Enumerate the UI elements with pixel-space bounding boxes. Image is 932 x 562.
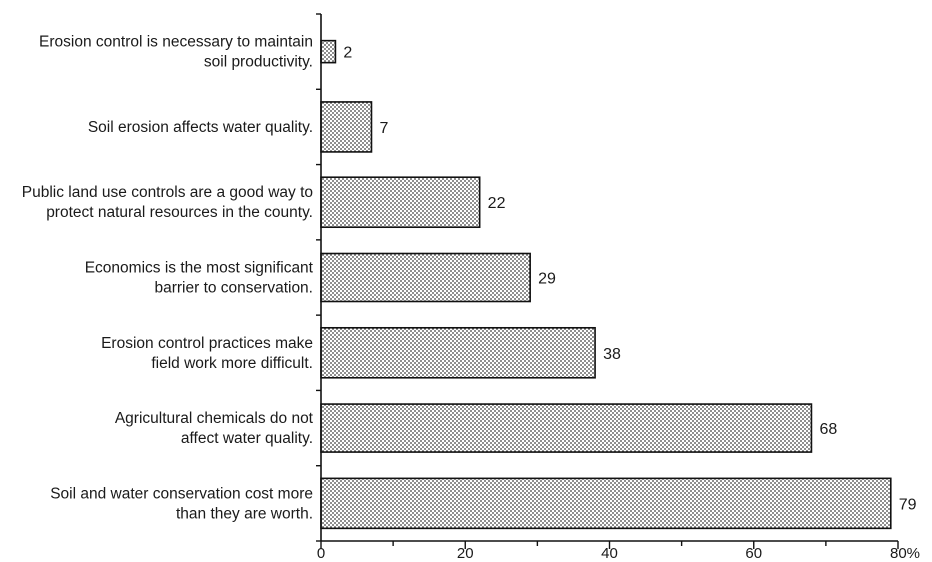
bar bbox=[320, 326, 596, 379]
x-tick-label: 80% bbox=[890, 545, 920, 562]
category-label: Soil erosion affects water quality. bbox=[88, 119, 313, 136]
x-tick-label: 60 bbox=[745, 545, 762, 562]
category-label-line: barrier to conservation. bbox=[154, 280, 313, 297]
bar-value-label: 29 bbox=[538, 271, 556, 288]
category-label-line: Economics is the most significant bbox=[85, 260, 314, 277]
category-label-line: affect water quality. bbox=[181, 430, 313, 447]
category-label: Agricultural chemicals do not affect wate… bbox=[115, 410, 314, 447]
bar bbox=[320, 403, 813, 453]
category-label: Soil and water conservation cost more tha… bbox=[50, 485, 313, 522]
category-label: Erosion control is necessary to maintain… bbox=[39, 34, 313, 71]
bar-value-label: 22 bbox=[488, 195, 506, 212]
category-label: Economics is the most significant barrier… bbox=[85, 260, 314, 297]
category-label-line: Erosion control practices make bbox=[101, 335, 313, 352]
category-label-line: than they are worth. bbox=[176, 505, 313, 522]
bar-value-label: 38 bbox=[603, 346, 621, 363]
x-tick-label: 20 bbox=[457, 545, 474, 562]
category-label: Public land use controls are a good way … bbox=[22, 184, 313, 221]
bar-value-label: 68 bbox=[819, 421, 837, 438]
category-label-line: soil productivity. bbox=[204, 54, 313, 71]
bar bbox=[320, 252, 531, 303]
category-label-line: Agricultural chemicals do not bbox=[115, 410, 314, 427]
category-label-line: field work more difficult. bbox=[151, 355, 313, 372]
bar bbox=[320, 477, 892, 530]
bar bbox=[320, 39, 337, 64]
category-label-line: Public land use controls are a good way … bbox=[22, 184, 313, 201]
bar-value-label: 7 bbox=[379, 120, 388, 137]
category-label: Erosion control practices make field work… bbox=[101, 335, 313, 372]
bar bbox=[320, 176, 481, 229]
category-label-line: protect natural resources in the county. bbox=[46, 204, 313, 221]
x-tick-label: 0 bbox=[317, 545, 325, 562]
category-label-line: Soil erosion affects water quality. bbox=[88, 119, 313, 136]
x-tick-label: 40 bbox=[601, 545, 618, 562]
category-label-line: Soil and water conservation cost more bbox=[50, 485, 313, 502]
bar-value-label: 2 bbox=[343, 45, 352, 62]
bar-value-label: 79 bbox=[899, 496, 917, 513]
category-label-line: Erosion control is necessary to maintain bbox=[39, 34, 313, 51]
bar bbox=[320, 101, 373, 153]
